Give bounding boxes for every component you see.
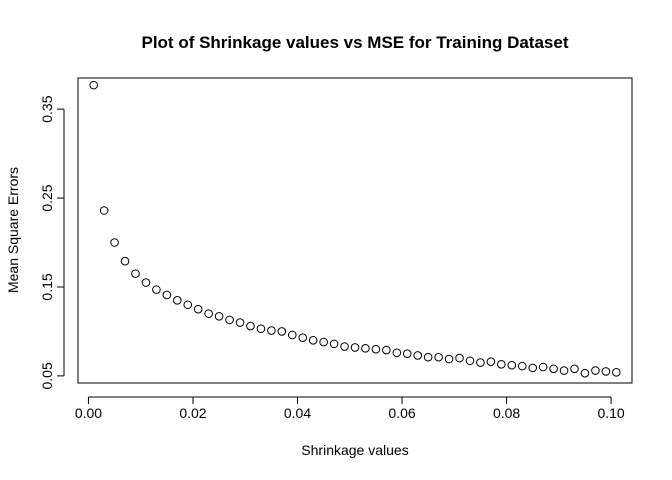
data-point xyxy=(173,296,182,305)
data-point xyxy=(329,339,339,349)
data-point xyxy=(183,300,193,310)
data-point xyxy=(131,269,140,278)
data-point xyxy=(423,352,433,362)
y-axis-label: Mean Square Errors xyxy=(5,167,21,293)
data-point xyxy=(549,364,558,374)
x-tick-label: 0.04 xyxy=(284,405,311,421)
data-point xyxy=(298,333,308,342)
x-tick-label: 0.06 xyxy=(388,405,415,421)
data-point xyxy=(287,330,297,340)
data-point xyxy=(308,336,318,345)
y-tick-label: 0.25 xyxy=(39,184,55,211)
data-point xyxy=(528,363,537,373)
data-points xyxy=(89,80,621,378)
plot-frame xyxy=(77,77,633,384)
data-point xyxy=(246,321,255,331)
data-point xyxy=(319,337,328,347)
data-point xyxy=(267,326,276,335)
data-point xyxy=(517,361,527,371)
data-point xyxy=(434,352,443,362)
data-point xyxy=(277,327,287,336)
x-axis-label: Shrinkage values xyxy=(301,442,408,458)
data-point xyxy=(152,285,161,294)
data-point xyxy=(193,304,203,314)
data-point xyxy=(570,364,579,374)
data-point xyxy=(392,348,402,358)
data-point xyxy=(538,362,548,372)
data-point xyxy=(402,349,412,358)
y-tick-label: 0.15 xyxy=(39,273,55,300)
data-point xyxy=(99,206,109,215)
data-point xyxy=(444,354,454,364)
data-point xyxy=(120,256,130,266)
data-point xyxy=(612,368,621,377)
data-point xyxy=(340,342,349,351)
data-point xyxy=(601,367,611,376)
data-point xyxy=(141,278,151,287)
x-tick-label: 0.02 xyxy=(179,405,206,421)
data-point xyxy=(214,312,224,321)
data-point xyxy=(559,366,569,375)
data-point xyxy=(465,356,475,366)
data-point xyxy=(476,358,485,367)
data-point xyxy=(89,80,98,90)
y-axis: 0.05 0.15 0.25 0.35 xyxy=(39,95,65,390)
data-point xyxy=(110,238,119,247)
data-point xyxy=(507,360,517,370)
x-tick-label: 0.00 xyxy=(75,405,102,421)
data-point xyxy=(591,366,600,375)
data-point xyxy=(413,351,423,360)
data-point xyxy=(486,357,496,366)
data-point xyxy=(235,318,245,327)
data-point xyxy=(225,315,234,325)
chart-title: Plot of Shrinkage values vs MSE for Trai… xyxy=(141,33,568,52)
x-axis: 0.00 0.02 0.04 0.06 0.08 0.10 xyxy=(75,396,625,421)
data-point xyxy=(455,353,464,363)
x-tick-label: 0.10 xyxy=(597,405,624,421)
data-point xyxy=(497,360,506,369)
data-point xyxy=(162,290,172,300)
data-point xyxy=(371,344,381,354)
data-point xyxy=(204,309,213,318)
data-point xyxy=(256,324,266,334)
data-point xyxy=(361,344,370,353)
x-tick-label: 0.08 xyxy=(493,405,520,421)
y-tick-label: 0.05 xyxy=(39,362,55,389)
data-point xyxy=(382,345,391,355)
data-point xyxy=(580,368,590,378)
data-point xyxy=(350,343,360,352)
y-tick-label: 0.35 xyxy=(39,95,55,122)
